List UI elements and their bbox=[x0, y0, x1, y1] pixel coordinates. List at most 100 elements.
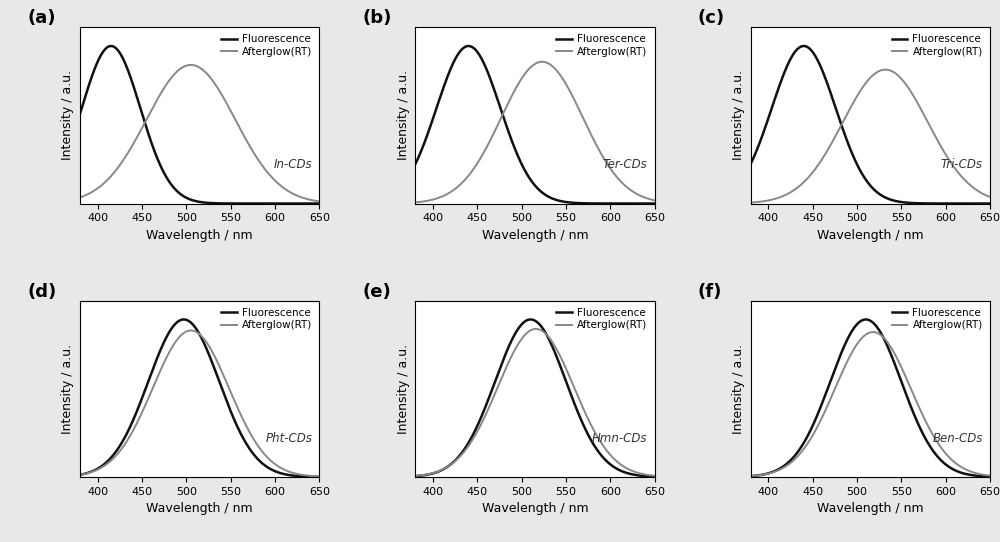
Fluorescence bbox=[307, 200, 319, 207]
Fluorescence bbox=[642, 473, 654, 480]
Afterglow(RT) bbox=[526, 63, 538, 69]
Fluorescence bbox=[757, 472, 769, 478]
Afterglow(RT) bbox=[867, 329, 879, 335]
Y-axis label: Intensity / a.u.: Intensity / a.u. bbox=[61, 344, 74, 434]
Afterglow(RT) bbox=[307, 197, 319, 204]
Fluorescence bbox=[313, 200, 325, 207]
Afterglow(RT) bbox=[307, 473, 319, 479]
Fluorescence bbox=[421, 131, 433, 138]
Line: Afterglow(RT): Afterglow(RT) bbox=[751, 332, 990, 476]
Afterglow(RT) bbox=[879, 66, 891, 73]
Fluorescence bbox=[933, 200, 945, 207]
Afterglow(RT) bbox=[984, 193, 996, 200]
Y-axis label: Intensity / a.u.: Intensity / a.u. bbox=[397, 344, 410, 434]
Line: Fluorescence: Fluorescence bbox=[751, 319, 990, 476]
Fluorescence bbox=[649, 200, 661, 207]
Fluorescence bbox=[462, 43, 474, 49]
Line: Fluorescence: Fluorescence bbox=[80, 319, 319, 477]
Fluorescence bbox=[86, 468, 98, 475]
Text: (c): (c) bbox=[698, 9, 725, 28]
Afterglow(RT) bbox=[185, 62, 197, 68]
Afterglow(RT) bbox=[855, 87, 867, 94]
X-axis label: Wavelength / nm: Wavelength / nm bbox=[817, 502, 924, 515]
Y-axis label: Intensity / a.u.: Intensity / a.u. bbox=[732, 70, 745, 160]
Text: Ter-CDs: Ter-CDs bbox=[603, 158, 648, 171]
Afterglow(RT) bbox=[649, 197, 661, 204]
Afterglow(RT) bbox=[74, 194, 86, 201]
Fluorescence bbox=[307, 200, 319, 207]
Afterglow(RT) bbox=[977, 191, 989, 197]
Line: Fluorescence: Fluorescence bbox=[80, 46, 319, 203]
Fluorescence bbox=[861, 178, 873, 185]
X-axis label: Wavelength / nm: Wavelength / nm bbox=[482, 229, 588, 242]
Fluorescence bbox=[86, 72, 98, 79]
Fluorescence bbox=[421, 472, 433, 478]
Fluorescence bbox=[933, 455, 945, 462]
Line: Afterglow(RT): Afterglow(RT) bbox=[751, 69, 990, 203]
Fluorescence bbox=[526, 178, 538, 185]
Line: Fluorescence: Fluorescence bbox=[415, 46, 655, 203]
Y-axis label: Intensity / a.u.: Intensity / a.u. bbox=[61, 70, 74, 160]
Afterglow(RT) bbox=[185, 327, 197, 334]
Afterglow(RT) bbox=[263, 171, 275, 177]
Fluorescence bbox=[409, 161, 421, 167]
Fluorescence bbox=[519, 318, 531, 324]
Legend: Fluorescence, Afterglow(RT): Fluorescence, Afterglow(RT) bbox=[554, 306, 650, 333]
Fluorescence bbox=[984, 473, 996, 480]
Fluorescence bbox=[184, 196, 196, 203]
Fluorescence bbox=[642, 200, 654, 207]
Text: Pht-CDs: Pht-CDs bbox=[265, 431, 312, 444]
Line: Afterglow(RT): Afterglow(RT) bbox=[80, 65, 319, 202]
Fluorescence bbox=[178, 316, 190, 322]
Fluorescence bbox=[984, 200, 996, 207]
Afterglow(RT) bbox=[933, 140, 945, 147]
Afterglow(RT) bbox=[409, 199, 421, 205]
Fluorescence bbox=[649, 473, 661, 480]
Fluorescence bbox=[105, 43, 117, 49]
Line: Fluorescence: Fluorescence bbox=[415, 319, 655, 476]
Text: (f): (f) bbox=[698, 283, 722, 301]
Fluorescence bbox=[191, 326, 203, 333]
Fluorescence bbox=[745, 473, 757, 480]
Fluorescence bbox=[74, 111, 86, 117]
Fluorescence bbox=[977, 473, 989, 480]
Fluorescence bbox=[642, 200, 654, 207]
Fluorescence bbox=[263, 464, 275, 471]
Afterglow(RT) bbox=[977, 191, 989, 197]
Text: In-CDs: In-CDs bbox=[274, 158, 312, 171]
Legend: Fluorescence, Afterglow(RT): Fluorescence, Afterglow(RT) bbox=[890, 33, 985, 59]
Line: Fluorescence: Fluorescence bbox=[751, 46, 990, 203]
Afterglow(RT) bbox=[598, 443, 610, 450]
Y-axis label: Intensity / a.u.: Intensity / a.u. bbox=[732, 344, 745, 434]
Fluorescence bbox=[860, 316, 872, 322]
Afterglow(RT) bbox=[977, 472, 989, 478]
Afterglow(RT) bbox=[313, 473, 325, 480]
X-axis label: Wavelength / nm: Wavelength / nm bbox=[146, 502, 253, 515]
Fluorescence bbox=[74, 472, 86, 478]
Afterglow(RT) bbox=[598, 156, 610, 162]
Legend: Fluorescence, Afterglow(RT): Fluorescence, Afterglow(RT) bbox=[890, 306, 985, 333]
Afterglow(RT) bbox=[307, 197, 319, 204]
Fluorescence bbox=[184, 319, 196, 325]
Afterglow(RT) bbox=[977, 472, 989, 478]
Fluorescence bbox=[307, 474, 319, 480]
Afterglow(RT) bbox=[984, 473, 996, 479]
Text: (e): (e) bbox=[363, 283, 391, 301]
Fluorescence bbox=[409, 473, 421, 480]
Fluorescence bbox=[191, 198, 203, 204]
Legend: Fluorescence, Afterglow(RT): Fluorescence, Afterglow(RT) bbox=[219, 306, 314, 333]
Fluorescence bbox=[745, 161, 757, 167]
Afterglow(RT) bbox=[757, 198, 769, 205]
Fluorescence bbox=[263, 200, 275, 207]
Afterglow(RT) bbox=[745, 473, 757, 479]
Fluorescence bbox=[526, 317, 538, 323]
Fluorescence bbox=[525, 316, 537, 322]
Afterglow(RT) bbox=[184, 62, 196, 68]
Afterglow(RT) bbox=[307, 473, 319, 479]
Fluorescence bbox=[977, 200, 989, 207]
Afterglow(RT) bbox=[861, 331, 873, 337]
Afterglow(RT) bbox=[191, 329, 203, 335]
Text: (d): (d) bbox=[27, 283, 57, 301]
Afterglow(RT) bbox=[642, 472, 654, 478]
Fluorescence bbox=[798, 43, 810, 49]
